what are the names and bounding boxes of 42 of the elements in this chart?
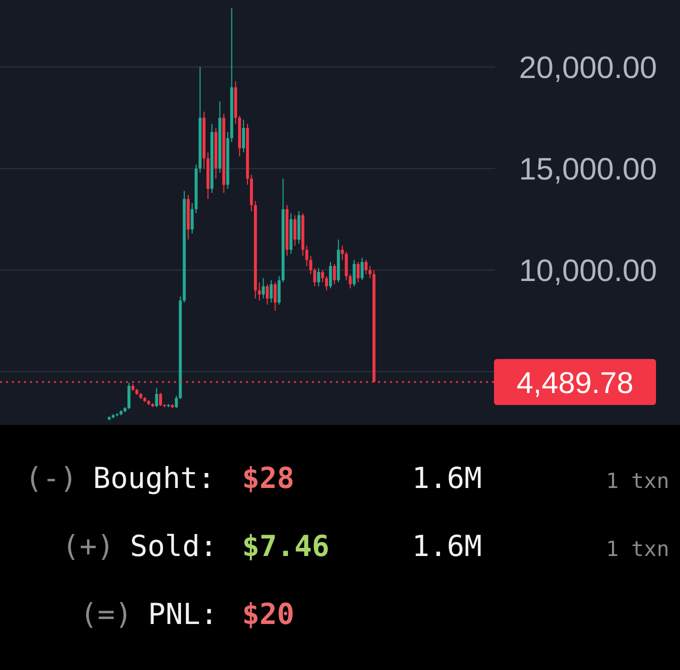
candlestick xyxy=(317,268,320,287)
y-tick-label: 20,000.00 xyxy=(519,50,657,86)
text: (=) xyxy=(80,597,132,631)
text: Bought: xyxy=(93,461,216,495)
ref-line-label: 4,489.78 xyxy=(516,366,634,400)
candlestick xyxy=(356,261,360,283)
candlestick xyxy=(344,251,348,281)
candlestick xyxy=(321,270,324,283)
candlestick xyxy=(325,276,328,291)
text: 1.6M xyxy=(412,529,482,563)
candlestick xyxy=(313,268,316,287)
y-tick-label: 10,000.00 xyxy=(519,253,657,288)
text: $7.46 xyxy=(242,529,330,563)
candlestick xyxy=(127,382,130,410)
candlestick xyxy=(332,263,336,285)
candlestick xyxy=(293,214,296,246)
candlestick xyxy=(352,259,356,287)
candlestick xyxy=(155,387,158,408)
candlestick xyxy=(329,261,332,289)
candlestick xyxy=(340,245,344,260)
candlestick xyxy=(190,202,194,234)
candlestick xyxy=(274,282,277,312)
y-tick-label: 15,000.00 xyxy=(519,152,657,187)
candlestick xyxy=(174,395,178,409)
text: 1.6M xyxy=(412,461,482,495)
candlestick xyxy=(242,119,246,153)
candlestick xyxy=(360,257,364,281)
candlestick xyxy=(270,280,273,304)
text: $20 xyxy=(242,597,294,631)
candlestick xyxy=(262,278,265,299)
text: 1 txn xyxy=(606,469,670,493)
candlestick xyxy=(159,392,162,407)
text: 1 txn xyxy=(606,537,670,561)
text: (+) xyxy=(62,529,114,563)
text: $28 xyxy=(242,461,294,495)
text: PNL: xyxy=(148,597,218,631)
candlestick xyxy=(364,259,368,275)
text: (-) xyxy=(25,461,78,495)
candlestick xyxy=(368,266,372,279)
candlestick xyxy=(258,282,261,302)
text: Sold: xyxy=(130,529,218,563)
candlestick xyxy=(278,276,281,306)
